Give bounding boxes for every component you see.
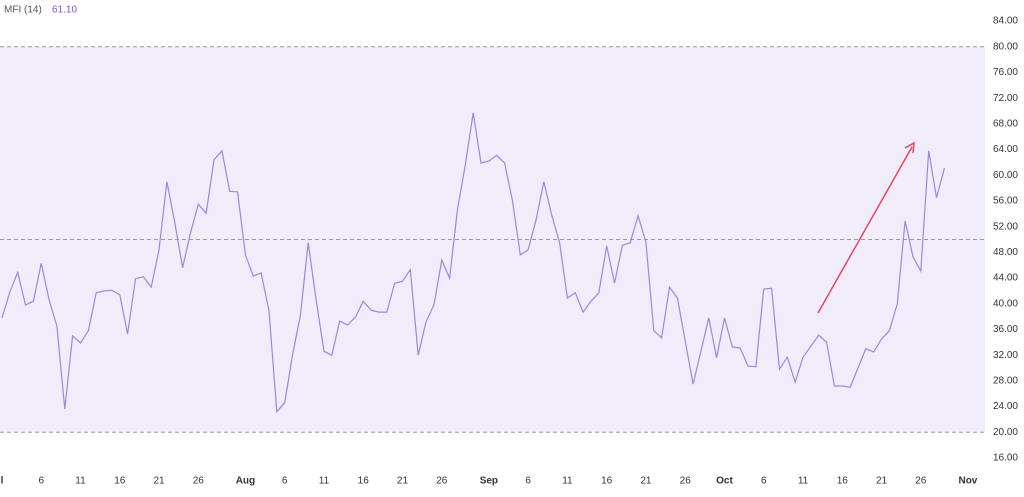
x-tick-label: Aug — [236, 476, 255, 487]
y-tick-label: 84.00 — [993, 16, 1018, 27]
x-tick-label: Nov — [958, 476, 977, 487]
x-tick-label: 16 — [837, 476, 849, 487]
y-tick-label: 44.00 — [993, 273, 1018, 284]
y-tick-label: 60.00 — [993, 170, 1018, 181]
mfi-line — [1, 112, 945, 414]
x-tick-label: 16 — [601, 476, 613, 487]
y-tick-label: 56.00 — [993, 196, 1018, 207]
indicator-name: MFI (14) — [4, 5, 42, 16]
x-tick-label: 6 — [761, 476, 767, 487]
y-tick-label: 32.00 — [993, 350, 1018, 361]
y-tick-label: 40.00 — [993, 298, 1018, 309]
x-tick-label: 26 — [193, 476, 205, 487]
x-tick-label: 21 — [640, 476, 652, 487]
x-tick-label: 6 — [282, 476, 288, 487]
x-tick-label: 11 — [798, 476, 809, 487]
x-tick-label: 26 — [680, 476, 692, 487]
y-tick-label: 36.00 — [993, 324, 1018, 335]
x-tick-label: 11 — [75, 476, 86, 487]
y-tick-label: 48.00 — [993, 247, 1018, 258]
plot: 84.00 80.00 76.00 72.00 68.00 64.00 60.00 56.00… — [0, 16, 1018, 487]
y-tick-label: 76.00 — [993, 67, 1018, 78]
y-tick-label: 64.00 — [993, 144, 1018, 155]
arrow-annotation — [817, 146, 913, 314]
y-tick-label: 52.00 — [993, 221, 1018, 232]
x-tick-label: 21 — [153, 476, 165, 487]
x-tick-label: 16 — [358, 476, 370, 487]
x-tick-label: Oct — [716, 476, 733, 487]
indicator-value: 61.10 — [52, 5, 77, 16]
y-tick-label: 72.00 — [993, 93, 1018, 104]
x-tick-label: 26 — [436, 476, 448, 487]
y-tick-label: 28.00 — [993, 376, 1018, 387]
x-tick-label: Sep — [480, 476, 498, 487]
arrow-head — [904, 141, 915, 154]
y-tick-label: 80.00 — [993, 41, 1018, 52]
x-tick-label: l — [1, 476, 4, 487]
y-tick-label: 68.00 — [993, 118, 1018, 129]
y-tick-label: 16.00 — [993, 453, 1018, 464]
x-tick-label: 11 — [562, 476, 573, 487]
x-tick-label: 16 — [114, 476, 126, 487]
y-tick-label: 20.00 — [993, 427, 1018, 438]
x-tick-label: 6 — [38, 476, 44, 487]
x-tick-label: 21 — [397, 476, 409, 487]
x-tick-label: 26 — [915, 476, 927, 487]
y-tick-label: 24.00 — [993, 401, 1018, 412]
x-tick-label: 21 — [876, 476, 888, 487]
x-tick-label: 6 — [525, 476, 531, 487]
x-tick-label: 11 — [319, 476, 330, 487]
